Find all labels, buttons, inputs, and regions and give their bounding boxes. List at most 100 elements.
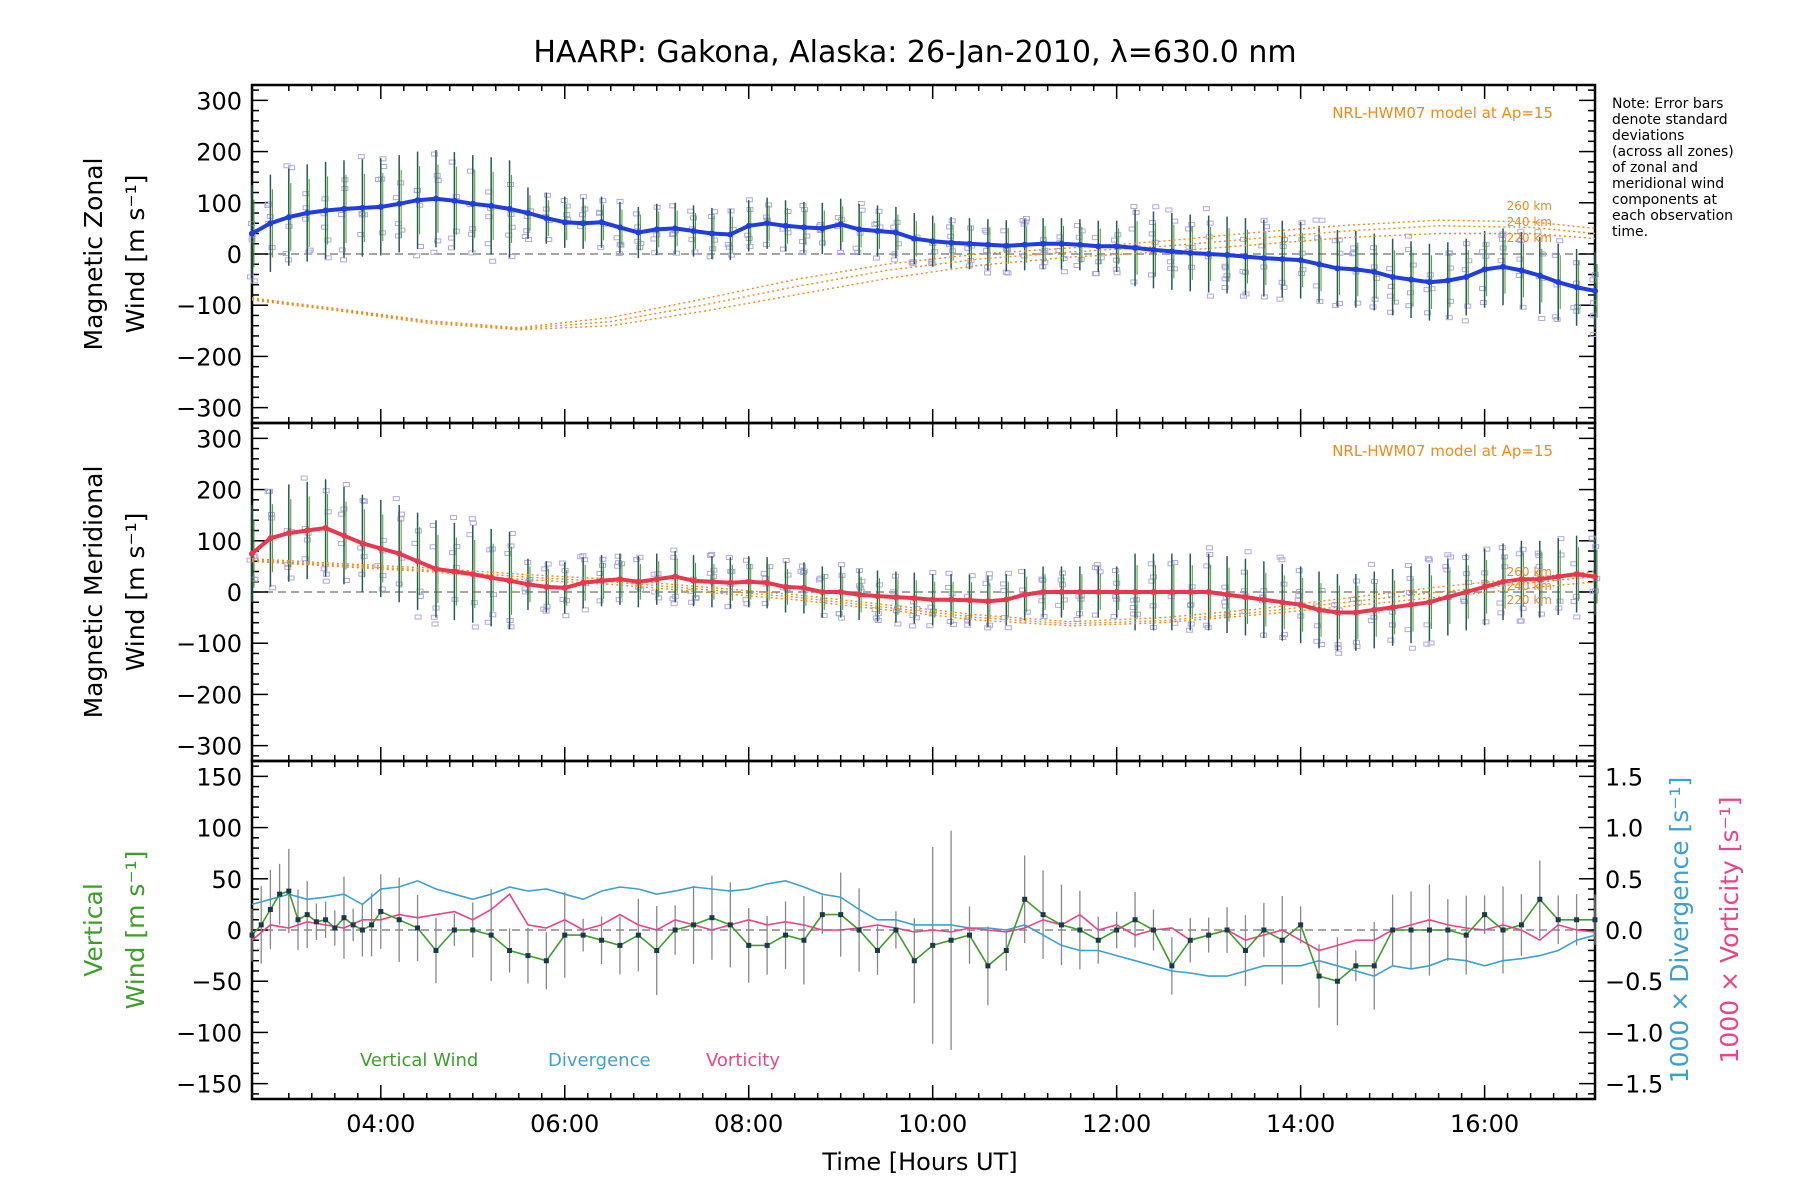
scatter-point (1538, 315, 1546, 321)
x-tick-label: 04:00 (346, 1110, 415, 1138)
scatter-point (1185, 226, 1193, 232)
scatter-point (357, 154, 365, 160)
note-line-5: of zonal and (1612, 160, 1698, 176)
vertical-wind-point (1334, 978, 1340, 984)
scatter-point (468, 231, 476, 237)
mean-point (948, 596, 955, 603)
scatter-point (429, 544, 437, 550)
mean-point (745, 578, 752, 585)
scatter-point (1425, 557, 1433, 563)
scatter-point (1000, 615, 1008, 621)
mean-point (653, 576, 660, 583)
mean-point (1113, 243, 1120, 250)
x-tick-label: 08:00 (714, 1110, 783, 1138)
mean-point (580, 220, 587, 227)
scatter-point (949, 248, 957, 254)
scatter-point (654, 571, 662, 577)
scatter-point (581, 557, 589, 563)
vertical-wind-point (856, 927, 862, 933)
scatter-point (1537, 611, 1545, 617)
vorticity-line (251, 892, 1596, 952)
meridional-model-label: NRL-HWM07 model at Ap=15 (1332, 442, 1553, 460)
scatter-point (392, 496, 400, 502)
mean-point (1592, 573, 1598, 580)
scatter-point (1313, 623, 1321, 629)
mean-point (1168, 248, 1175, 255)
scatter-point (1497, 258, 1505, 264)
vertical-wind-point (783, 932, 789, 938)
scatter-point (1387, 637, 1395, 643)
vertical-wind-line (251, 890, 1595, 983)
scatter-point (433, 172, 441, 178)
scatter-point (1464, 303, 1472, 309)
mean-point (1297, 257, 1304, 264)
vertical-wind-point (1022, 896, 1028, 902)
legend-vertical-wind: Vertical Wind (360, 1050, 478, 1071)
mean-point (690, 227, 697, 234)
vertical-wind-point (1150, 927, 1156, 933)
scatter-point (614, 553, 622, 559)
vertical-wind-point (1555, 917, 1561, 923)
vertical-wind-point (1224, 927, 1230, 933)
vertical-wind-point (562, 932, 568, 938)
vertical-wind-point (258, 922, 264, 928)
scatter-point (761, 601, 769, 607)
vertical-wind-point (819, 912, 825, 918)
scatter-point (1405, 233, 1413, 239)
mean-point (322, 524, 329, 531)
mean-point (1334, 265, 1341, 272)
scatter-point (1206, 551, 1214, 557)
scatter-point (505, 232, 513, 238)
scatter-point (302, 216, 310, 222)
note-line-8: each observation (1612, 208, 1733, 224)
mean-point (561, 219, 568, 226)
y-tick-label: 0 (227, 579, 242, 607)
mean-point (506, 577, 513, 584)
mean-point (708, 230, 715, 237)
scatter-point (1091, 271, 1099, 277)
mean-point (1205, 251, 1212, 257)
scatter-point (1496, 600, 1504, 606)
scatter-point (890, 257, 898, 263)
x-tick-label: 16:00 (1450, 1110, 1519, 1138)
scatter-point (1018, 568, 1026, 574)
vertical-wind-point (838, 912, 844, 918)
meridional-km-260: 260 km (1507, 565, 1552, 579)
scatter-point (985, 571, 993, 577)
scatter-point (305, 249, 313, 255)
vertical-wind-point (1058, 922, 1064, 928)
y-tick-label: 100 (196, 190, 242, 218)
scatter-point (743, 601, 751, 607)
scatter-point (1187, 621, 1195, 627)
scatter-point (357, 545, 365, 551)
scatter-point (890, 224, 898, 230)
scatter-point (1167, 561, 1175, 567)
scatter-point (448, 159, 456, 165)
scatter-point (559, 560, 567, 566)
mean-point (1187, 589, 1194, 595)
mean-point (708, 578, 715, 585)
vertical-wind-point (1592, 917, 1598, 923)
scatter-point (449, 550, 457, 556)
y2-tick-label: 0.5 (1605, 866, 1643, 894)
scatter-point (725, 555, 733, 561)
scatter-point (1426, 272, 1434, 278)
scatter-point (1185, 627, 1193, 633)
vertical-wind-point (1353, 963, 1359, 969)
scatter-point (339, 257, 347, 263)
mean-point (1132, 589, 1139, 595)
meridional-ylabel-line2: Wind [m s⁻¹] (121, 513, 150, 672)
scatter-point (1335, 650, 1343, 656)
mean-point (249, 550, 255, 557)
scatter-point (803, 233, 811, 239)
scatter-point (1077, 256, 1085, 262)
vertical-wind-point (295, 917, 301, 923)
scatter-point (1369, 304, 1377, 310)
scatter-point (743, 557, 751, 563)
mean-point (1260, 255, 1267, 262)
scatter-point (264, 201, 272, 207)
scatter-point (651, 589, 659, 595)
mean-point (249, 230, 255, 237)
scatter-point (617, 242, 625, 248)
y2-tick-label: −1.5 (1605, 1071, 1663, 1099)
